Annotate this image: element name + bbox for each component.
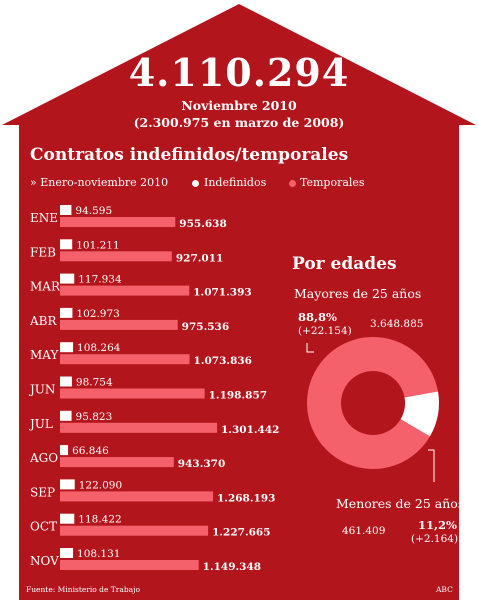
under25-percent: 11,2%	[418, 518, 457, 532]
over25-value: 3.648.885	[370, 318, 424, 330]
label-indefinidos-mar: 117.934	[78, 274, 122, 286]
bar-indefinidos-may	[60, 342, 74, 353]
chart-title: Contratos indefinidos/temporales	[30, 145, 349, 165]
bar-indefinidos-ago	[60, 445, 69, 456]
month-label-oct: OCT	[30, 520, 57, 534]
age-section-title: Por edades	[292, 254, 397, 274]
label-temporales-jul: 1.301.442	[221, 424, 279, 436]
legend-indefinidos-swatch	[192, 180, 199, 187]
age-donut-chart	[307, 337, 439, 470]
month-label-abr: ABR	[29, 314, 57, 328]
bar-temporales-jul	[60, 422, 217, 433]
label-temporales-jun: 1.198.857	[209, 390, 267, 402]
donut-slice-under25	[400, 391, 439, 437]
bar-indefinidos-oct	[60, 513, 75, 524]
bar-indefinidos-abr	[60, 307, 73, 318]
bar-indefinidos-sep	[60, 479, 75, 490]
bar-temporales-jun	[60, 388, 205, 399]
label-indefinidos-ene: 94.595	[75, 205, 112, 217]
bar-indefinidos-jul	[60, 410, 72, 421]
label-indefinidos-feb: 101.211	[76, 239, 119, 251]
month-label-sep: SEP	[30, 485, 55, 499]
month-label-mar: MAR	[30, 280, 61, 294]
headline-comparison: (2.300.975 en marzo de 2008)	[133, 115, 345, 130]
bar-temporales-ago	[60, 457, 174, 468]
bar-temporales-abr	[60, 319, 178, 330]
over25-label: Mayores de 25 años	[294, 286, 422, 301]
month-label-ago: AGO	[29, 451, 58, 465]
under25-label: Menores de 25 años	[336, 496, 465, 511]
label-temporales-ago: 943.370	[178, 458, 226, 470]
label-temporales-abr: 975.536	[182, 321, 230, 333]
month-label-jun: JUN	[28, 383, 55, 397]
over25-percent: 88,8%	[298, 310, 337, 324]
under25-connector	[428, 449, 435, 482]
bar-temporales-may	[60, 354, 190, 365]
legend-temporales-swatch	[289, 180, 296, 187]
label-indefinidos-may: 108.264	[77, 342, 121, 354]
under25-delta: (+2.164)	[411, 533, 459, 545]
bar-temporales-sep	[60, 491, 213, 502]
label-indefinidos-ago: 66.846	[72, 445, 109, 457]
label-indefinidos-sep: 122.090	[79, 479, 122, 491]
label-temporales-nov: 1.149.348	[203, 561, 261, 573]
bar-indefinidos-ene	[60, 205, 72, 215]
headline-total: 4.110.294	[128, 50, 350, 95]
label-indefinidos-oct: 118.422	[78, 514, 121, 526]
label-indefinidos-nov: 108.131	[77, 548, 120, 560]
monthly-bar-chart: ENE 94.595 955.638 FEB 101.211 927.011 MAR 117.…	[28, 205, 279, 573]
over25-connector	[306, 343, 314, 353]
label-temporales-mar: 1.071.393	[193, 287, 251, 299]
bar-temporales-oct	[60, 525, 209, 536]
under25-value: 461.409	[342, 525, 386, 537]
legend-period: » Enero-noviembre 2010	[30, 176, 169, 189]
label-temporales-may: 1.073.836	[194, 355, 252, 367]
month-label-ene: ENE	[30, 211, 58, 225]
label-temporales-oct: 1.227.665	[212, 527, 270, 539]
bar-temporales-mar	[60, 285, 190, 296]
label-indefinidos-jul: 95.823	[76, 411, 113, 423]
donut-slice-over25	[307, 337, 438, 470]
label-indefinidos-jun: 98.754	[76, 377, 113, 389]
brand-mark: ABC	[436, 585, 453, 594]
label-temporales-ene: 955.638	[179, 218, 227, 230]
over25-delta: (+22.154)	[298, 325, 352, 337]
label-temporales-sep: 1.268.193	[217, 492, 275, 504]
bar-indefinidos-feb	[60, 239, 73, 250]
month-label-jul: JUL	[28, 417, 53, 431]
month-label-may: MAY	[30, 348, 59, 362]
label-indefinidos-abr: 102.973	[76, 308, 119, 320]
source-note: Fuente: Ministerio de Trabajo	[26, 585, 140, 594]
bar-indefinidos-mar	[60, 273, 75, 284]
bar-temporales-feb	[60, 251, 172, 262]
month-label-feb: FEB	[30, 245, 56, 259]
label-temporales-feb: 927.011	[176, 252, 224, 264]
bar-indefinidos-nov	[60, 548, 74, 558]
donut-connector-lines	[306, 343, 435, 482]
bar-temporales-nov	[60, 560, 199, 570]
bar-temporales-ene	[60, 217, 176, 227]
bar-indefinidos-jun	[60, 376, 72, 387]
month-label-nov: NOV	[30, 554, 59, 568]
legend-indefinidos-label: Indefinidos	[204, 176, 267, 189]
headline-period: Noviembre 2010	[181, 98, 297, 113]
legend-temporales-label: Temporales	[300, 176, 365, 189]
